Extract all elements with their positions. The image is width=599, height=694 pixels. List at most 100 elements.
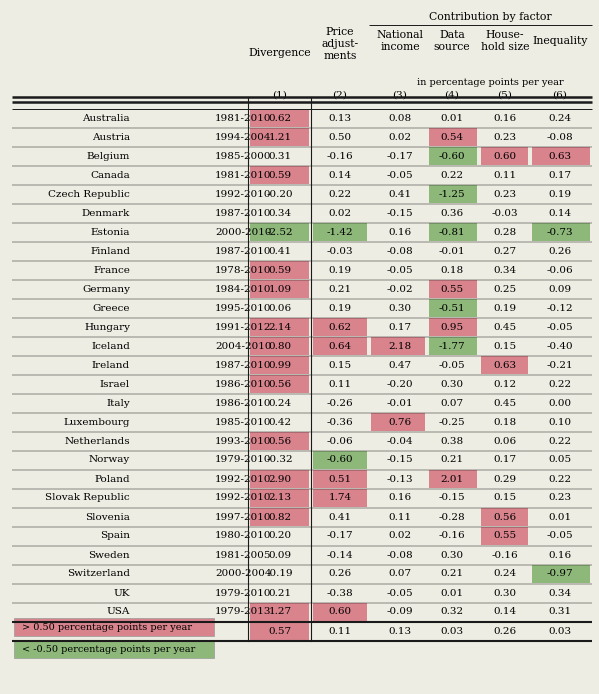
- Text: (5): (5): [498, 90, 512, 99]
- Text: Greece: Greece: [92, 303, 130, 312]
- Text: 0.11: 0.11: [388, 512, 412, 521]
- Text: -0.17: -0.17: [326, 532, 353, 541]
- Bar: [250, 261, 309, 279]
- Text: -0.08: -0.08: [547, 133, 573, 142]
- Text: 0.11: 0.11: [328, 627, 352, 636]
- Text: 0.23: 0.23: [549, 493, 571, 502]
- Text: 0.95: 0.95: [440, 323, 464, 332]
- Text: 0.55: 0.55: [440, 285, 464, 294]
- Text: 0.01: 0.01: [440, 589, 464, 598]
- Text: Inequality: Inequality: [533, 36, 588, 46]
- Text: 1985-2000: 1985-2000: [215, 151, 271, 160]
- Text: -0.08: -0.08: [387, 550, 413, 559]
- Text: 0.34: 0.34: [549, 589, 571, 598]
- Text: 0.22: 0.22: [549, 437, 571, 446]
- Text: (2): (2): [332, 90, 347, 99]
- Text: 0.19: 0.19: [328, 266, 352, 275]
- Text: 0.30: 0.30: [494, 589, 516, 598]
- Bar: [481, 356, 528, 374]
- Text: 0.26: 0.26: [549, 246, 571, 255]
- Text: Poland: Poland: [95, 475, 130, 484]
- Text: -0.01: -0.01: [438, 246, 465, 255]
- Text: -0.05: -0.05: [387, 171, 413, 180]
- Text: -0.15: -0.15: [438, 493, 465, 502]
- Text: 0.15: 0.15: [494, 341, 516, 350]
- Text: 0.34: 0.34: [494, 266, 516, 275]
- Text: 0.82: 0.82: [268, 512, 292, 521]
- Text: 0.24: 0.24: [494, 570, 516, 579]
- Text: -0.16: -0.16: [438, 532, 465, 541]
- Text: 1.21: 1.21: [268, 133, 292, 142]
- Text: -0.06: -0.06: [547, 266, 573, 275]
- Text: -0.20: -0.20: [387, 380, 413, 389]
- Text: (1): (1): [273, 90, 288, 99]
- Bar: [313, 318, 367, 336]
- Bar: [250, 489, 309, 507]
- Text: 1.09: 1.09: [268, 285, 292, 294]
- Text: 0.21: 0.21: [328, 285, 352, 294]
- Text: 0.64: 0.64: [328, 341, 352, 350]
- Text: 2004-2010: 2004-2010: [215, 341, 271, 350]
- Bar: [250, 508, 309, 526]
- Text: 1979-2013: 1979-2013: [215, 607, 271, 616]
- Text: Average: Average: [87, 627, 130, 636]
- Text: -0.12: -0.12: [547, 303, 573, 312]
- Bar: [481, 508, 528, 526]
- Text: 0.07: 0.07: [440, 398, 464, 407]
- Text: Data
source: Data source: [434, 30, 470, 52]
- Text: France: France: [93, 266, 130, 275]
- Text: 1991-2012: 1991-2012: [215, 323, 271, 332]
- Text: Divergence: Divergence: [249, 48, 311, 58]
- Text: 2.01: 2.01: [440, 475, 464, 484]
- Text: 0.16: 0.16: [388, 493, 412, 502]
- Text: Spain: Spain: [100, 532, 130, 541]
- Text: -2.52: -2.52: [267, 228, 294, 237]
- Bar: [313, 337, 367, 355]
- Text: 0.14: 0.14: [549, 208, 571, 217]
- Text: 0.63: 0.63: [549, 151, 571, 160]
- Text: 0.16: 0.16: [549, 550, 571, 559]
- Text: 0.30: 0.30: [440, 550, 464, 559]
- Text: 1987-2010: 1987-2010: [215, 360, 271, 369]
- Text: -0.21: -0.21: [547, 360, 573, 369]
- Bar: [250, 470, 309, 488]
- Text: -0.60: -0.60: [326, 455, 353, 464]
- Text: -0.73: -0.73: [547, 228, 573, 237]
- Text: 0.19: 0.19: [494, 303, 516, 312]
- Text: 0.15: 0.15: [494, 493, 516, 502]
- Bar: [429, 280, 477, 298]
- Text: -0.17: -0.17: [387, 151, 413, 160]
- Text: 0.02: 0.02: [388, 532, 412, 541]
- Text: -0.01: -0.01: [387, 398, 413, 407]
- Text: Iceland: Iceland: [91, 341, 130, 350]
- Text: Norway: Norway: [89, 455, 130, 464]
- Text: 1993-2010: 1993-2010: [215, 437, 271, 446]
- Text: 0.17: 0.17: [494, 455, 516, 464]
- Text: Slovenia: Slovenia: [85, 512, 130, 521]
- Text: 0.63: 0.63: [494, 360, 516, 369]
- Text: 0.03: 0.03: [549, 627, 571, 636]
- Text: Czech Republic: Czech Republic: [49, 189, 130, 198]
- Text: 0.01: 0.01: [549, 512, 571, 521]
- Bar: [250, 166, 309, 184]
- Text: 0.01: 0.01: [440, 114, 464, 123]
- Text: 0.60: 0.60: [494, 151, 516, 160]
- Text: 0.24: 0.24: [268, 398, 292, 407]
- Text: 0.76: 0.76: [388, 418, 412, 427]
- Text: (3): (3): [392, 90, 407, 99]
- Text: Belgium: Belgium: [87, 151, 130, 160]
- Text: 1981-2010: 1981-2010: [215, 114, 271, 123]
- Text: 0.13: 0.13: [328, 114, 352, 123]
- Text: 0.22: 0.22: [549, 380, 571, 389]
- Text: 0.19: 0.19: [549, 189, 571, 198]
- Text: UK: UK: [113, 589, 130, 598]
- Bar: [313, 451, 367, 469]
- Text: 0.18: 0.18: [494, 418, 516, 427]
- Bar: [313, 489, 367, 507]
- Bar: [429, 318, 477, 336]
- Bar: [250, 375, 309, 393]
- Text: 0.26: 0.26: [494, 627, 516, 636]
- Text: 0.45: 0.45: [494, 398, 516, 407]
- Text: 0.02: 0.02: [328, 208, 352, 217]
- Text: 0.19: 0.19: [328, 303, 352, 312]
